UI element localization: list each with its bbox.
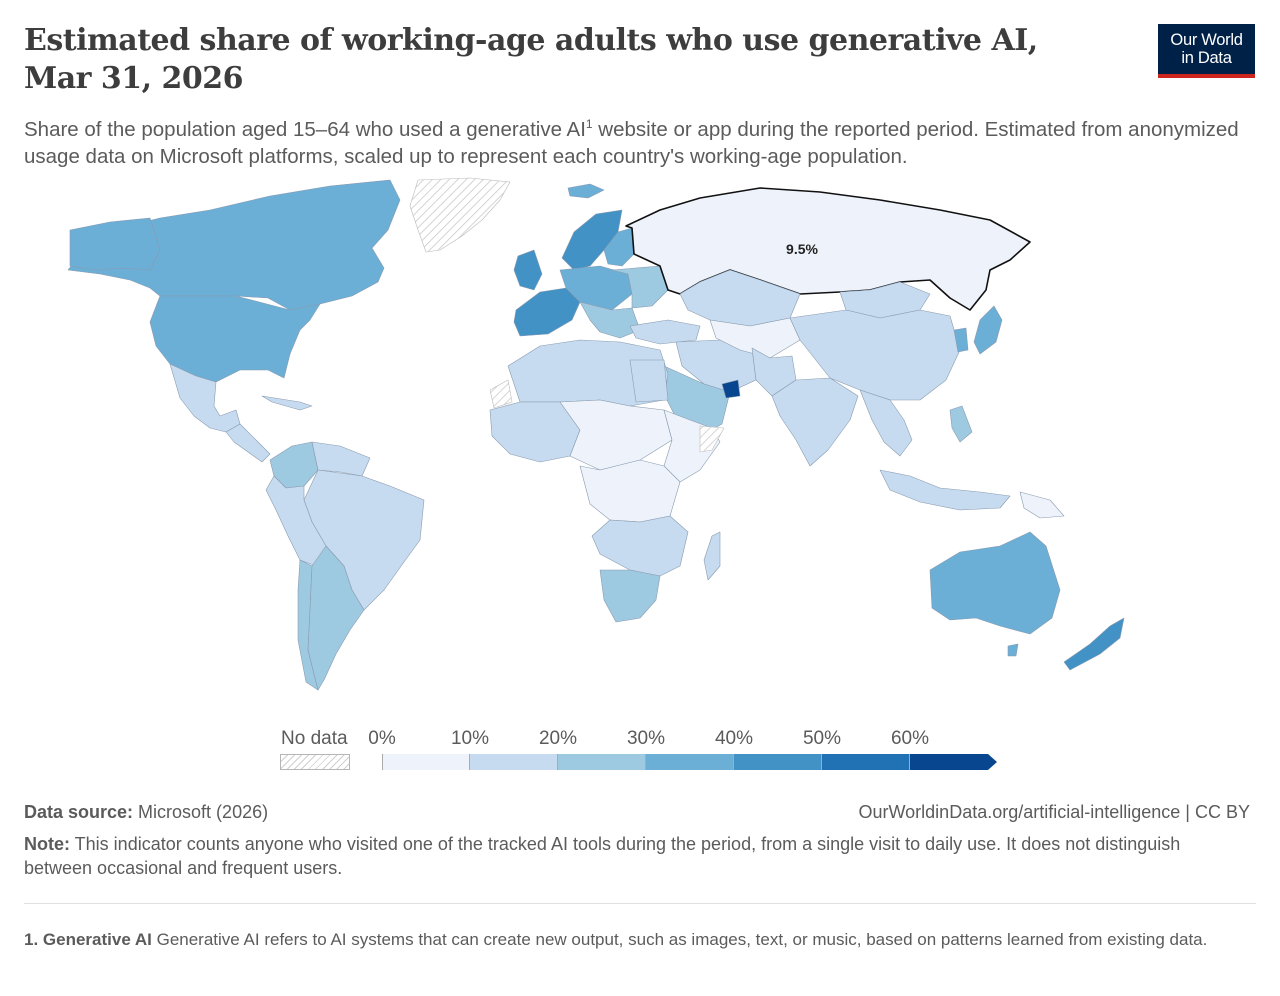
data-source-value: Microsoft (2026) [133,802,269,822]
note-text: This indicator counts anyone who visited… [24,834,1181,878]
southeast-asia-mainland[interactable] [859,389,913,457]
legend-tick-label: 20% [538,728,578,749]
subtitle-text-continued: website or app during the reported perio… [24,117,1239,168]
indonesia[interactable] [879,469,1011,511]
argentina[interactable] [307,545,365,691]
legend-no-data-label: No data [281,728,348,749]
chart-subtitle: Share of the population aged 15–64 who u… [24,111,1244,170]
western-sahara[interactable] [489,379,513,409]
south-africa[interactable] [599,569,661,623]
color-legend: No data 0% 10% 20% 30% 40% 50% 60% [0,722,1280,782]
central-africa[interactable] [579,459,681,523]
logo-line-2: in Data [1181,49,1232,67]
chart-title: Estimated share of working-age adults wh… [24,23,1038,96]
footer-divider [24,903,1256,904]
egypt[interactable] [629,359,669,403]
kazakhstan[interactable] [679,269,801,327]
japan[interactable] [973,305,1003,355]
legend-tick-label: 50% [802,728,842,749]
central-europe[interactable] [559,265,633,311]
uk-ireland[interactable] [513,249,543,291]
philippines[interactable] [949,405,973,443]
iceland[interactable] [567,183,605,199]
east-africa-south[interactable] [591,515,689,577]
data-source: Data source: Microsoft (2026) [24,802,268,823]
somalia[interactable] [699,425,725,453]
legend-arrow-icon [988,754,997,770]
uae[interactable] [721,379,741,399]
tasmania[interactable] [1007,643,1019,657]
footnote: 1. Generative AI Generative AI refers to… [24,928,1224,951]
italy-balkans[interactable] [579,301,641,339]
papua-new-guinea[interactable] [1019,491,1065,519]
mexico[interactable] [169,363,241,433]
turkey[interactable] [629,319,701,345]
korea[interactable] [953,327,969,353]
russia-value-label: 9.5% [786,241,818,257]
greenland[interactable] [409,177,511,253]
india[interactable] [771,377,859,467]
sahel-central[interactable] [559,399,673,471]
subtitle-text: Share of the population aged 15–64 who u… [24,117,586,141]
legend-color-bin[interactable] [822,754,910,770]
legend-color-bin[interactable] [734,754,822,770]
china[interactable] [789,309,961,401]
madagascar[interactable] [703,531,721,581]
chart-note: Note: This indicator counts anyone who v… [24,832,1224,880]
note-label: Note: [24,834,70,854]
legend-color-bin[interactable] [910,754,997,770]
data-source-label: Data source: [24,802,134,822]
legend-color-bin[interactable] [470,754,558,770]
world-map[interactable]: 9.5% [0,170,1280,710]
caribbean[interactable] [261,395,313,411]
france-spain[interactable] [513,287,581,337]
legend-tick-label: 60% [890,728,930,749]
legend-tick-label: 40% [714,728,754,749]
alaska[interactable] [69,217,161,271]
canada[interactable] [67,179,401,311]
legend-tick-label: 10% [450,728,490,749]
footnote-marker[interactable]: 1 [585,117,593,131]
owid-logo[interactable]: Our World in Data [1158,24,1255,78]
legend-color-bin[interactable] [558,754,646,770]
legend-tick-label: 30% [626,728,666,749]
central-america[interactable] [225,423,271,463]
russia[interactable] [625,187,1031,311]
legend-color-bin[interactable] [646,754,734,770]
united-states[interactable] [149,295,321,383]
logo-line-1: Our World [1170,31,1243,49]
legend-no-data-swatch[interactable] [280,754,350,770]
new-zealand[interactable] [1063,617,1125,671]
australia[interactable] [929,531,1061,635]
central-asia-south[interactable] [709,317,801,359]
legend-color-bin[interactable] [382,754,470,770]
footnote-label: 1. Generative AI [24,930,152,949]
footnote-text: Generative AI refers to AI systems that … [151,930,1208,949]
source-url-link[interactable]: OurWorldinData.org/artificial-intelligen… [858,802,1251,822]
legend-tick-label: 0% [368,728,396,749]
